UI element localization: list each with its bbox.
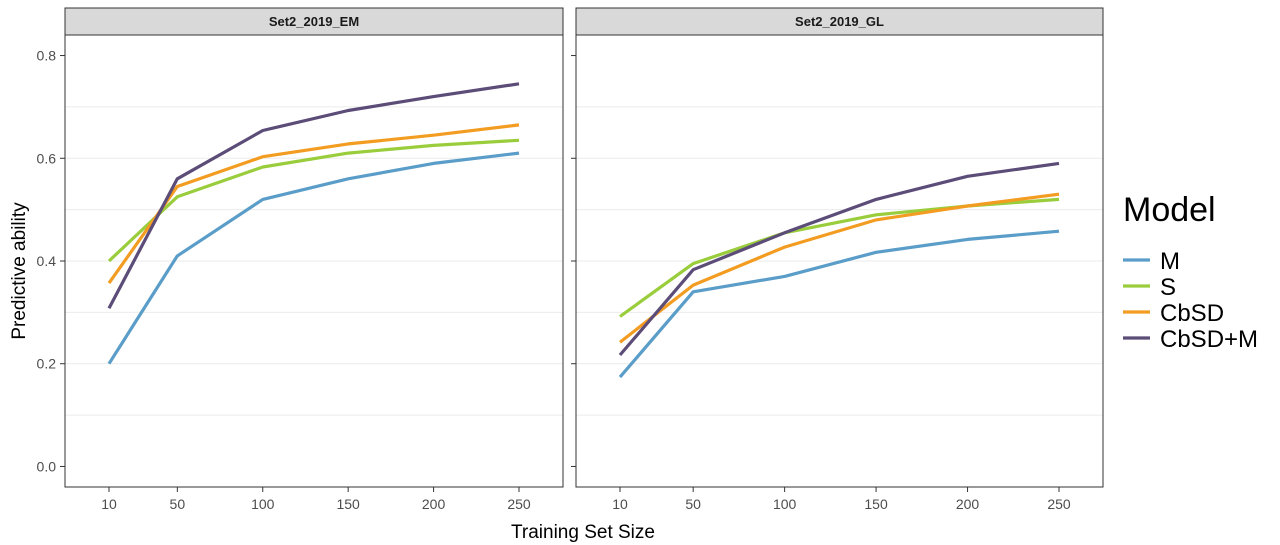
legend-title: Model: [1123, 191, 1216, 229]
y-axis-title: Predictive ability: [9, 202, 30, 340]
gridlines: [576, 106, 1103, 416]
y-tick-label: 0.4: [37, 253, 57, 269]
legend-item: M: [1123, 248, 1180, 275]
y-tick-label: 0.8: [37, 48, 57, 64]
x-tick-label: 200: [956, 496, 980, 512]
x-tick-label: 50: [170, 496, 186, 512]
series-line-s: [107, 138, 520, 263]
panel-strip: [575, 7, 1104, 36]
x-axis: 10 50 100 150 200 250: [101, 487, 531, 512]
series-lines: [107, 82, 520, 365]
x-tick-label: 150: [864, 496, 888, 512]
series-line-m: [618, 229, 1060, 379]
series-line-cbsd-plus-m: [618, 161, 1060, 357]
panel-title: Set2_2019_EM: [269, 14, 359, 29]
series-line-m: [107, 151, 520, 365]
x-tick-label: 100: [251, 496, 275, 512]
x-tick-label: 10: [612, 496, 628, 512]
gridlines: [65, 106, 563, 416]
x-tick-label: 250: [1047, 496, 1071, 512]
y-tick-label: 0.2: [37, 356, 57, 372]
legend-item: S: [1123, 274, 1176, 301]
series-lines: [618, 161, 1060, 379]
x-axis: 10 50 100 150 200 250: [612, 487, 1071, 512]
x-tick-label: 250: [507, 496, 531, 512]
legend-label: CbSD+M: [1160, 326, 1258, 353]
legend-label: M: [1160, 248, 1180, 275]
x-tick-label: 200: [422, 496, 446, 512]
y-tick-label: 0.6: [37, 150, 57, 166]
x-axis-title: Training Set Size: [511, 522, 655, 543]
panel-strip: [64, 7, 564, 36]
panel-1: Set2_2019_EM 10 50 100 150 200 250: [60, 7, 564, 512]
panel-title: Set2_2019_GL: [795, 14, 884, 29]
legend-item: CbSD+M: [1123, 326, 1258, 353]
y-tick-label: 0.0: [37, 458, 57, 474]
y-axis: 0.0 0.2 0.4 0.6 0.8: [37, 48, 57, 475]
x-tick-label: 150: [336, 496, 360, 512]
x-tick-label: 100: [773, 496, 797, 512]
series-line-cbsd-plus-m: [107, 82, 520, 310]
x-tick-label: 10: [101, 496, 117, 512]
legend-label: CbSD: [1160, 300, 1224, 327]
series-line-cbsd: [619, 192, 1060, 344]
x-tick-label: 50: [685, 496, 701, 512]
panel-2: Set2_2019_GL 10 50 100 150 200 250: [571, 7, 1104, 512]
legend-label: S: [1160, 274, 1176, 301]
legend-item: CbSD: [1123, 300, 1224, 327]
